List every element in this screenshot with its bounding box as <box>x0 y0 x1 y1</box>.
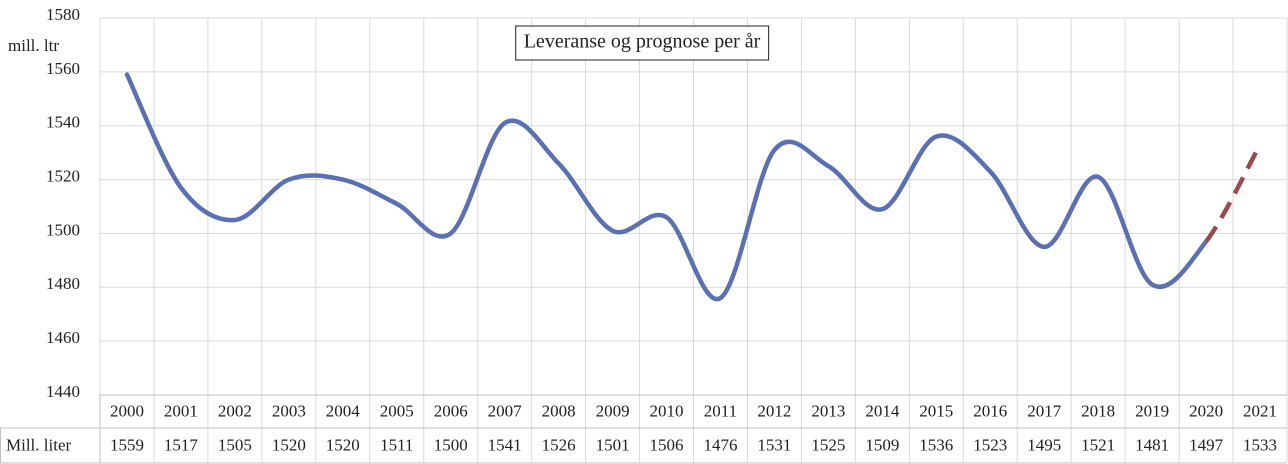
y-tick-label: 1560 <box>46 59 80 78</box>
table-value: 1501 <box>596 435 630 454</box>
table-value: 1533 <box>1243 435 1277 454</box>
x-tick-label: 2001 <box>164 401 198 420</box>
table-value: 1531 <box>757 435 791 454</box>
table-value: 1509 <box>865 435 899 454</box>
y-axis-label: mill. ltr <box>8 36 59 55</box>
x-tick-label: 2005 <box>380 401 414 420</box>
table-value: 1536 <box>919 435 953 454</box>
legend-label: Mill. liter <box>6 435 72 454</box>
table-value: 1559 <box>110 435 144 454</box>
x-tick-label: 2014 <box>865 401 900 420</box>
x-tick-label: 2013 <box>811 401 845 420</box>
table-value: 1523 <box>973 435 1007 454</box>
table-value: 1517 <box>164 435 199 454</box>
x-tick-label: 2018 <box>1081 401 1115 420</box>
table-value: 1520 <box>272 435 306 454</box>
table-value: 1497 <box>1189 435 1224 454</box>
table-value: 1511 <box>380 435 413 454</box>
x-tick-label: 2006 <box>434 401 468 420</box>
x-tick-label: 2020 <box>1189 401 1223 420</box>
plot: 1440 1460 1480 1500 1520 1540 1560 1580 Mill. li… <box>0 5 1288 464</box>
table-value: 1506 <box>650 435 684 454</box>
x-tick-label: 2017 <box>1027 401 1062 420</box>
table-value: 1526 <box>542 435 576 454</box>
x-tick-label: 2009 <box>596 401 630 420</box>
table-value: 1520 <box>326 435 360 454</box>
x-tick-label: 2011 <box>704 401 737 420</box>
table-value: 1481 <box>1135 435 1169 454</box>
y-tick-label: 1440 <box>46 382 80 401</box>
y-tick-label: 1500 <box>46 220 80 239</box>
x-tick-label: 2002 <box>218 401 252 420</box>
x-tick-label: 2003 <box>272 401 306 420</box>
y-tick-label: 1460 <box>46 328 80 347</box>
y-tick-label: 1480 <box>46 274 80 293</box>
x-tick-label: 2019 <box>1135 401 1169 420</box>
x-tick-label: 2008 <box>542 401 576 420</box>
x-tick-label: 2010 <box>650 401 684 420</box>
title-box <box>515 25 770 61</box>
chart-title: Leveranse og prognose per år <box>524 31 761 53</box>
series-line <box>124 72 1209 302</box>
table-value: 1525 <box>811 435 845 454</box>
x-tick-label: 2012 <box>757 401 791 420</box>
table-value: 1495 <box>1027 435 1061 454</box>
x-tick-label: 2004 <box>326 401 361 420</box>
x-tick-label: 2007 <box>488 401 523 420</box>
y-tick-label: 1580 <box>46 5 80 24</box>
x-tick-label: 2016 <box>973 401 1007 420</box>
x-tick-label: 2015 <box>919 401 953 420</box>
y-tick-label: 1520 <box>46 166 80 185</box>
table-value: 1476 <box>703 435 737 454</box>
table-value: 1505 <box>218 435 252 454</box>
y-tick-label: 1540 <box>46 113 80 132</box>
table-value: 1500 <box>434 435 468 454</box>
x-tick-label: 2021 <box>1243 401 1277 420</box>
x-tick-label: 2000 <box>110 401 144 420</box>
table-value: 1521 <box>1081 435 1115 454</box>
table-value: 1541 <box>488 435 522 454</box>
forecast-line <box>1204 143 1262 243</box>
